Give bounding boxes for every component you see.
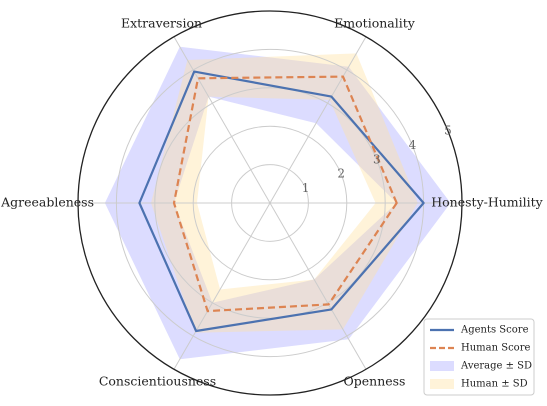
outer-frame — [77, 10, 463, 396]
grid-spoke-1 — [269, 36, 367, 204]
grid-spoke-2 — [173, 36, 271, 204]
series-line-1 — [172, 75, 398, 313]
axis-label-4: Conscientiousness — [99, 374, 216, 389]
tick-label-5: 5 — [444, 124, 452, 138]
axis-label-0: Honesty-Humility — [431, 195, 543, 210]
sd-bands — [104, 46, 451, 360]
axis-label-2: Extraversion — [121, 15, 202, 30]
tick-label-2: 2 — [337, 167, 345, 181]
axis-label-1: Emotionality — [334, 15, 416, 30]
band-1 — [151, 53, 418, 333]
radial-tick-labels: 1 2 3 4 5 — [302, 124, 452, 196]
series-line-0 — [138, 70, 425, 333]
grid-spoke-5 — [269, 202, 367, 370]
tick-label-4: 4 — [409, 138, 417, 152]
legend-box — [423, 318, 535, 396]
legend-label-2: Average ± SD — [460, 361, 532, 372]
legend-label-0: Agents Score — [460, 325, 529, 336]
legend-swatch-3 — [430, 379, 454, 389]
score-series — [138, 70, 425, 333]
band-0 — [104, 46, 451, 360]
tick-label-3: 3 — [373, 152, 381, 166]
legend: Agents Score Human Score Average ± SD Human… — [423, 318, 535, 396]
axis-label-5: Openness — [344, 374, 406, 389]
radar-grid — [77, 10, 463, 396]
axis-labels: Honesty-Humility Emotionality Extraversion… — [0, 15, 544, 388]
grid-spoke-4 — [173, 202, 271, 370]
legend-label-3: Human ± SD — [461, 379, 528, 390]
legend-swatch-2 — [430, 361, 454, 371]
axis-label-3: Agreeableness — [0, 195, 94, 210]
legend-label-1: Human Score — [461, 343, 530, 354]
tick-label-1: 1 — [302, 181, 310, 195]
